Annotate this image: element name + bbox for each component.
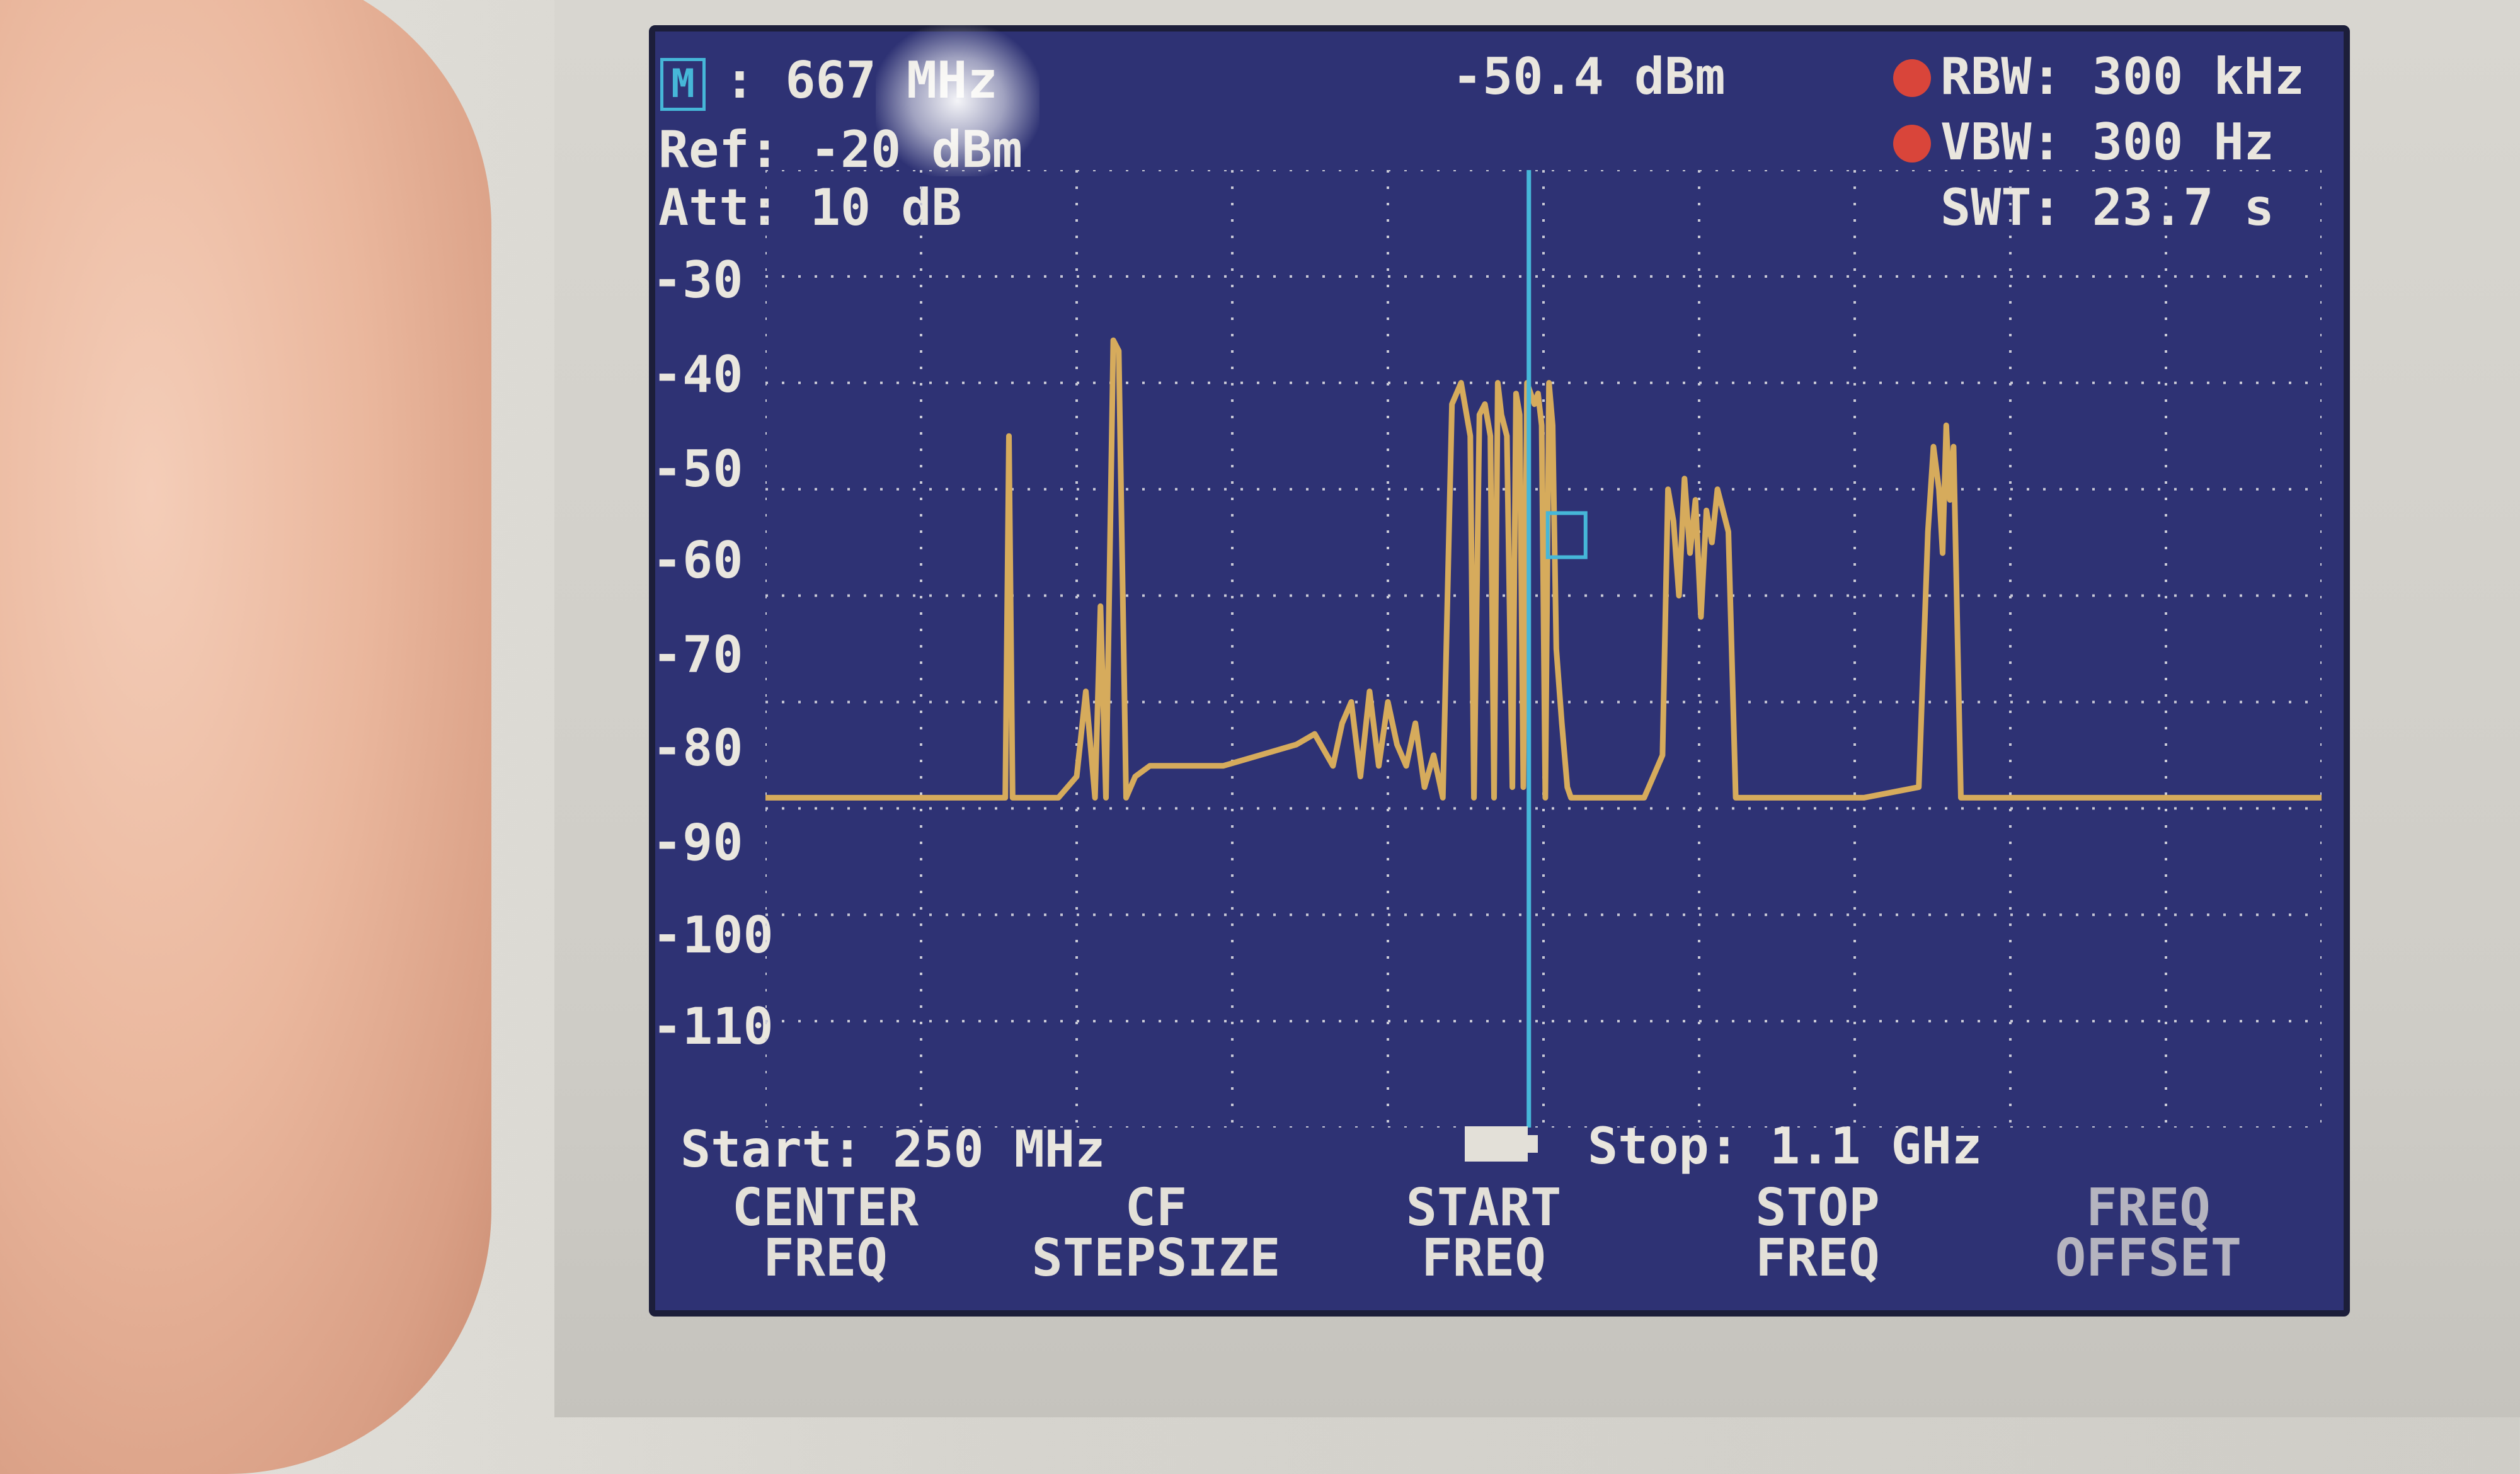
thumb	[0, 0, 491, 1474]
softkey-line: START	[1406, 1178, 1562, 1238]
y-tick-label: -110	[652, 997, 774, 1056]
vbw-indicator-icon	[1893, 125, 1931, 163]
spectrum-plot	[765, 170, 2322, 1128]
glare	[876, 25, 1040, 176]
softkey-stop-freq[interactable]: STOP FREQ	[1654, 1178, 1981, 1288]
spectrum-trace	[765, 337, 2322, 801]
start-frequency: Start: 250 MHz	[680, 1120, 1106, 1179]
softkey-center-freq[interactable]: CENTER FREQ	[662, 1178, 989, 1288]
sweep-time: SWT: 23.7 s	[1940, 178, 2274, 237]
softkey-line: FREQ	[1755, 1228, 1880, 1288]
y-tick-label: -60	[652, 531, 743, 590]
vbw-value: VBW: 300 Hz	[1940, 113, 2274, 171]
softkey-line: CF	[1125, 1178, 1188, 1238]
y-tick-label: -30	[652, 251, 743, 309]
battery-icon	[1465, 1126, 1538, 1162]
marker-level: -50.4 dBm	[1452, 47, 1726, 106]
softkey-line: CENTER	[731, 1178, 919, 1238]
rbw-value: RBW: 300 kHz	[1940, 47, 2305, 106]
rbw-indicator-icon	[1893, 59, 1931, 97]
y-tick-label: -100	[652, 906, 774, 964]
softkey-line: FREQ	[763, 1228, 888, 1288]
y-tick-label: -80	[652, 719, 743, 777]
softkey-line: FREQ	[1421, 1228, 1546, 1288]
analyzer-screen	[649, 25, 2350, 1317]
marker-icon: M	[660, 58, 706, 111]
softkey-freq-offset[interactable]: FREQ OFFSET	[1984, 1178, 2312, 1288]
softkey-line: STOP	[1755, 1178, 1880, 1238]
marker-box-icon[interactable]	[1545, 511, 1588, 559]
y-tick-label: -90	[652, 813, 743, 872]
stop-frequency: Stop: 1.1 GHz	[1588, 1117, 1983, 1175]
softkey-line: OFFSET	[2054, 1228, 2242, 1288]
softkey-line: STEPSIZE	[1031, 1228, 1281, 1288]
y-tick-label: -50	[652, 440, 743, 498]
y-tick-label: -40	[652, 345, 743, 404]
attenuation: Att: 10 dB	[658, 178, 962, 237]
softkey-cf-stepsize[interactable]: CF STEPSIZE	[992, 1178, 1320, 1288]
softkey-line: FREQ	[2086, 1178, 2211, 1238]
y-tick-label: -70	[652, 626, 743, 684]
softkey-start-freq[interactable]: START FREQ	[1320, 1178, 1647, 1288]
